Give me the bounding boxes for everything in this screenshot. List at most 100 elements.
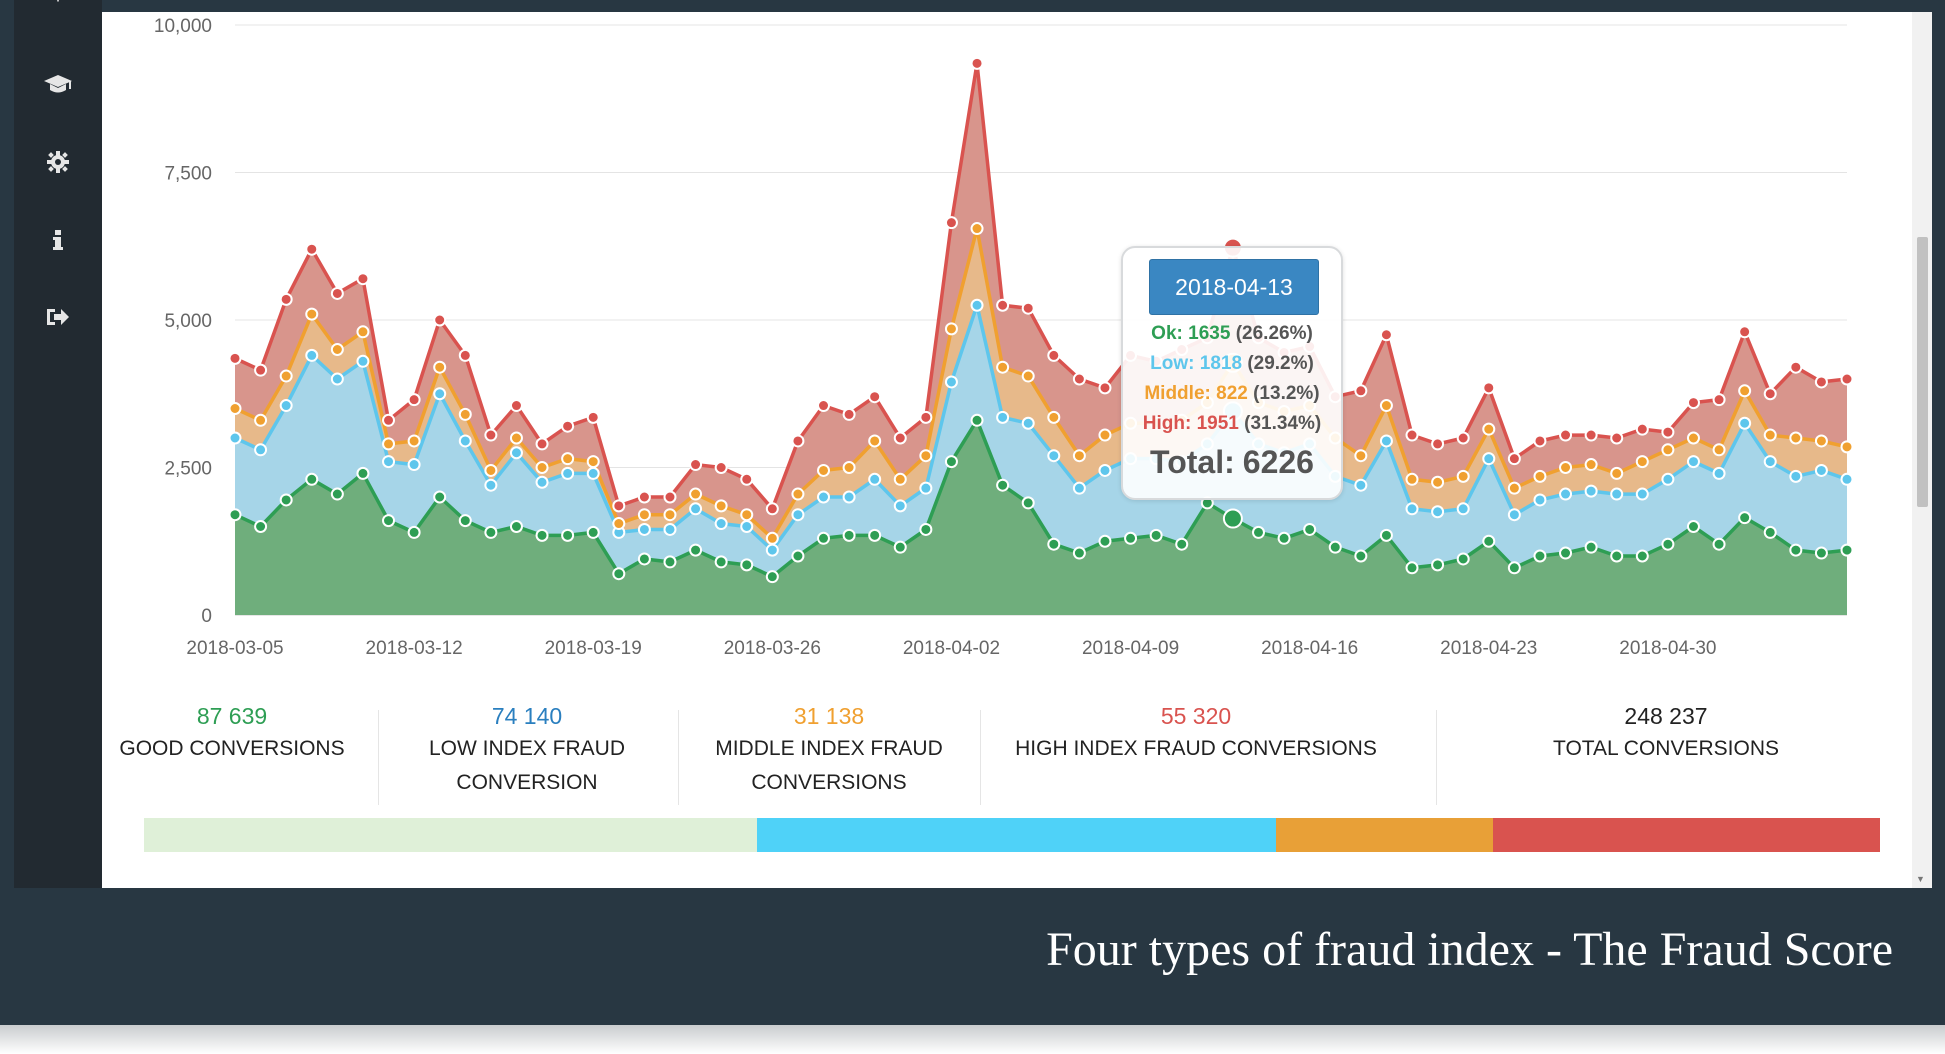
sign-out-icon[interactable] — [14, 305, 102, 337]
tooltip-total: Total: 6226 — [1123, 444, 1341, 481]
point-ok — [1507, 561, 1521, 575]
point-ok — [1354, 549, 1368, 563]
stat-label: LOW INDEX FRAUD — [428, 737, 625, 760]
point-low — [1047, 449, 1061, 463]
point-low — [279, 399, 293, 413]
vertical-scrollbar[interactable]: ▼ — [1912, 12, 1932, 888]
point-high — [458, 348, 472, 362]
point-middle — [944, 322, 958, 336]
point-high — [1635, 422, 1649, 436]
point-high — [330, 286, 344, 300]
point-low — [1559, 487, 1573, 501]
tooltip-middle-pct: (13.2%) — [1253, 383, 1320, 404]
stat-value: 248 237 — [1624, 703, 1708, 729]
point-high — [1405, 428, 1419, 442]
point-low — [1482, 452, 1496, 466]
point-low — [1354, 478, 1368, 492]
point-low — [1789, 469, 1803, 483]
summary-stats: 87 639 GOOD CONVERSIONS 74 140 LOW INDEX… — [116, 700, 1886, 810]
point-low — [893, 499, 907, 513]
point-ok — [1840, 543, 1854, 557]
point-low — [842, 490, 856, 504]
tooltip-low-pct: (29.2%) — [1247, 353, 1314, 374]
point-low — [1533, 493, 1547, 507]
x-tick-label: 2018-03-26 — [724, 638, 821, 659]
point-low — [663, 522, 677, 536]
y-tick-label: 5,000 — [164, 311, 212, 332]
point-ok — [1175, 537, 1189, 551]
scrollbar-thumb[interactable] — [1917, 237, 1928, 507]
point-ok — [254, 520, 268, 533]
point-middle — [1738, 384, 1752, 398]
point-ok — [1635, 549, 1649, 563]
point-ok — [1584, 540, 1598, 554]
point-high — [996, 298, 1010, 312]
scroll-down-arrow-icon[interactable]: ▼ — [1916, 874, 1925, 884]
series-line-middle — [234, 226, 1848, 541]
point-low — [484, 478, 498, 492]
partial-top-icon[interactable]: ‘ — [56, 0, 60, 13]
point-middle — [1431, 475, 1445, 489]
point-ok — [944, 455, 958, 469]
point-middle — [228, 402, 242, 415]
point-high — [535, 437, 549, 451]
y-tick-label: 0 — [201, 606, 212, 627]
y-axis-ticks: 0 2,500 5,000 7,500 10,000 — [154, 16, 212, 627]
point-high — [970, 56, 984, 70]
point-middle — [637, 508, 651, 522]
point-high — [1431, 437, 1445, 451]
tooltip-high-row: High: 1951 (31.34%) — [1123, 413, 1341, 435]
stat-divider — [980, 710, 981, 805]
sidebar: ‘ — [14, 0, 102, 888]
point-middle — [842, 461, 856, 474]
tooltip-date: 2018-04-13 — [1149, 259, 1319, 315]
point-ok — [1303, 522, 1317, 536]
info-icon[interactable] — [14, 228, 102, 260]
point-low — [1098, 463, 1112, 477]
point-ok — [996, 478, 1010, 492]
point-high — [279, 292, 293, 306]
point-low — [689, 502, 703, 516]
point-high — [356, 272, 370, 286]
point-ok — [1533, 549, 1547, 563]
tooltip-ok-row: Ok: 1635 (26.26%) — [1123, 323, 1341, 345]
frame-shadow — [0, 1025, 1945, 1054]
point-high — [1047, 348, 1061, 362]
point-ok — [1431, 558, 1445, 572]
point-middle — [535, 461, 549, 474]
point-low — [868, 472, 882, 486]
point-high — [1533, 434, 1547, 448]
point-high — [1354, 384, 1368, 398]
point-low — [791, 508, 805, 522]
point-low — [817, 490, 831, 504]
graduation-cap-icon[interactable] — [14, 72, 102, 104]
point-middle — [1098, 428, 1112, 442]
point-middle — [740, 508, 754, 522]
point-high — [1482, 381, 1496, 395]
point-high — [1840, 372, 1854, 386]
point-middle — [382, 437, 396, 451]
tooltip-low-value: 1818 — [1199, 353, 1243, 374]
point-low — [1635, 487, 1649, 501]
point-high — [254, 363, 268, 377]
point-low — [535, 475, 549, 489]
point-middle — [1456, 469, 1470, 483]
point-middle — [1610, 466, 1624, 480]
point-ok — [535, 528, 549, 542]
point-ok — [1738, 511, 1752, 525]
point-ok — [305, 472, 319, 486]
point-ok — [279, 493, 293, 507]
point-low — [1738, 416, 1752, 430]
point-low — [1661, 472, 1675, 486]
point-middle — [1763, 428, 1777, 442]
point-ok — [1686, 520, 1700, 533]
point-middle — [817, 463, 831, 477]
gear-icon[interactable] — [14, 150, 102, 182]
point-low — [330, 372, 344, 386]
point-high — [817, 399, 831, 413]
point-ok — [663, 555, 677, 569]
point-ok — [1222, 508, 1243, 529]
tooltip-low-row: Low: 1818 (29.2%) — [1123, 353, 1341, 375]
point-ok — [1661, 537, 1675, 551]
point-middle — [1635, 455, 1649, 469]
